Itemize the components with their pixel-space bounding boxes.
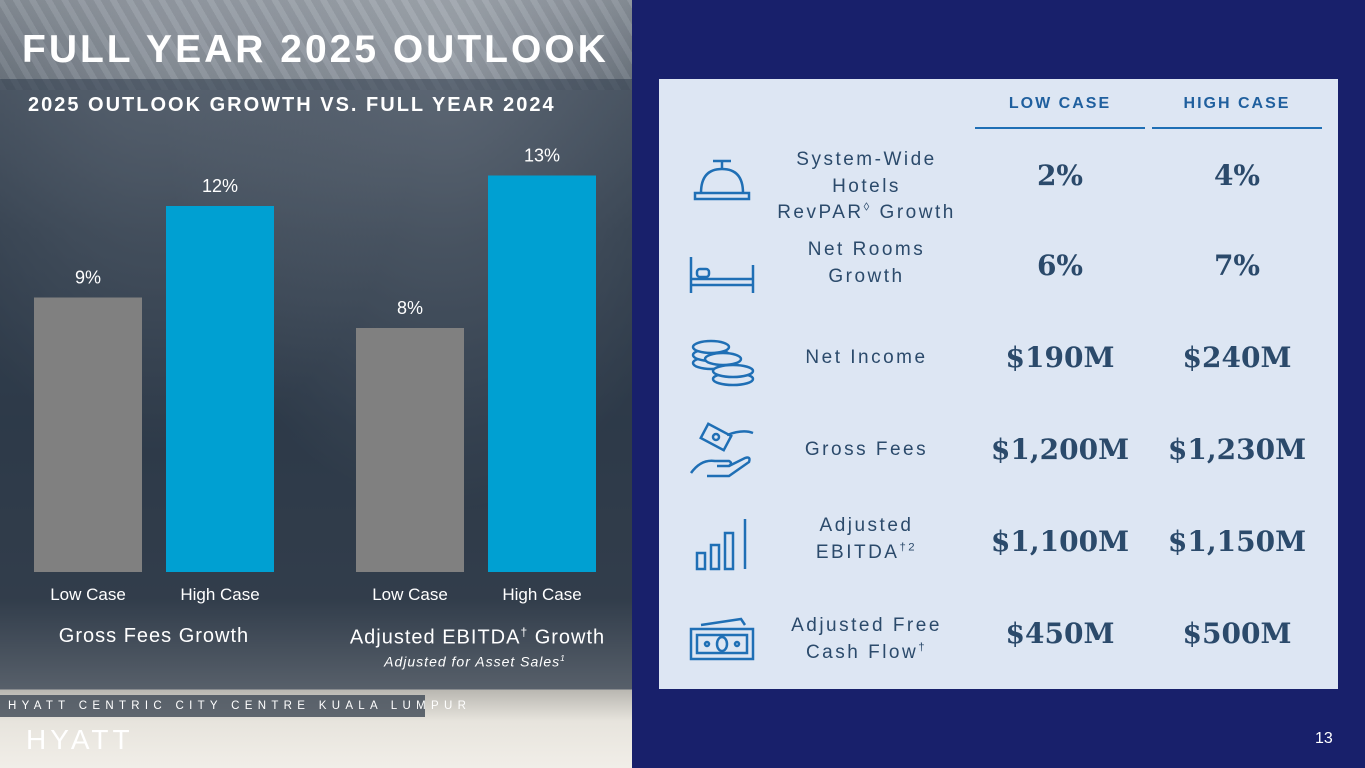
page-title: FULL YEAR 2025 OUTLOOK [22,28,609,71]
value-high-net-rooms: 7% [1213,249,1261,282]
table-row-net-income: Net Income $190M $240M [659,315,1338,407]
column-underline-low [975,127,1145,129]
value-high-free-cash-flow: $500M [1182,617,1292,650]
bar-g1-low [356,328,464,572]
column-underline-high [1152,127,1322,129]
category-label-g0-0: Low Case [50,585,126,604]
table-row-free-cash-flow: Adjusted Free Cash Flow† $450M $500M [659,591,1338,683]
cash-bills-icon [689,617,755,661]
chart-title: 2025 OUTLOOK GROWTH VS. FULL YEAR 2024 [28,94,556,116]
value-low-gross-fees: $1,200M [990,433,1130,466]
group-sublabel-asset-sales: Adjusted for Asset Sales1 [384,653,566,670]
value-high-revpar: 4% [1213,159,1261,192]
category-label-g1-1: High Case [502,585,581,604]
outlook-bar-chart: 9% Low Case 12% High Case 8% Low Case 13% High … [34,146,596,604]
value-high-net-income: $240M [1182,341,1292,374]
metric-label-free-cash-flow: Adjusted Free Cash Flow† [791,615,942,663]
location-caption: HYATT CENTRIC CITY CENTRE KUALA LUMPUR [0,695,466,717]
table-row-gross-fees: Gross Fees $1,200M $1,230M [659,407,1338,499]
value-high-gross-fees: $1,230M [1167,433,1307,466]
metric-label-net-rooms: Net Rooms Growth [807,239,926,287]
value-low-free-cash-flow: $450M [1005,617,1115,650]
value-low-revpar: 2% [1036,159,1084,192]
coin-stacks-icon [691,339,755,387]
bar-g0-low [34,297,142,572]
value-high-adjusted-ebitda: $1,150M [1167,525,1307,558]
group-label-gross-fees: Gross Fees Growth [58,625,250,647]
group-label-adjusted-ebitda: Adjusted EBITDA† Growth [349,625,606,649]
bed-icon [689,257,755,293]
metric-label-adjusted-ebitda: Adjusted EBITDA†2 [815,515,918,563]
metric-label-net-income: Net Income [805,347,928,368]
value-label-g0-1: 12% [202,176,238,196]
money-hand-icon [689,422,754,478]
value-low-net-rooms: 6% [1036,249,1084,282]
page-number: 13 [1315,730,1333,747]
table-row-net-rooms: Net Rooms Growth 6% 7% [659,223,1338,315]
table-row-revpar: System-Wide Hotels RevPAR◊ Growth 2% 4% [659,133,1338,225]
table-row-adjusted-ebitda: Adjusted EBITDA†2 $1,100M $1,150M [659,499,1338,591]
value-label-g1-1: 13% [524,146,560,166]
outlook-table: LOW CASE HIGH CASE System-Wide Hotels Re… [659,79,1338,689]
photo-texture [0,0,632,90]
hyatt-logo: HYATT [26,724,134,755]
metric-label-revpar: System-Wide Hotels RevPAR◊ Growth [777,149,956,224]
service-bell-icon [693,159,751,201]
value-low-adjusted-ebitda: $1,100M [990,525,1130,558]
category-label-g0-1: High Case [180,585,259,604]
metric-label-gross-fees: Gross Fees [804,439,929,460]
value-label-g0-0: 9% [75,268,101,288]
value-label-g1-0: 8% [397,298,423,318]
column-header-low-case: LOW CASE [1008,95,1112,112]
bar-g1-high [488,175,596,572]
bar-g0-high [166,206,274,572]
bar-chart-icon [695,519,747,571]
column-header-high-case: HIGH CASE [1183,95,1291,112]
value-low-net-income: $190M [1005,341,1115,374]
category-label-g1-0: Low Case [372,585,448,604]
